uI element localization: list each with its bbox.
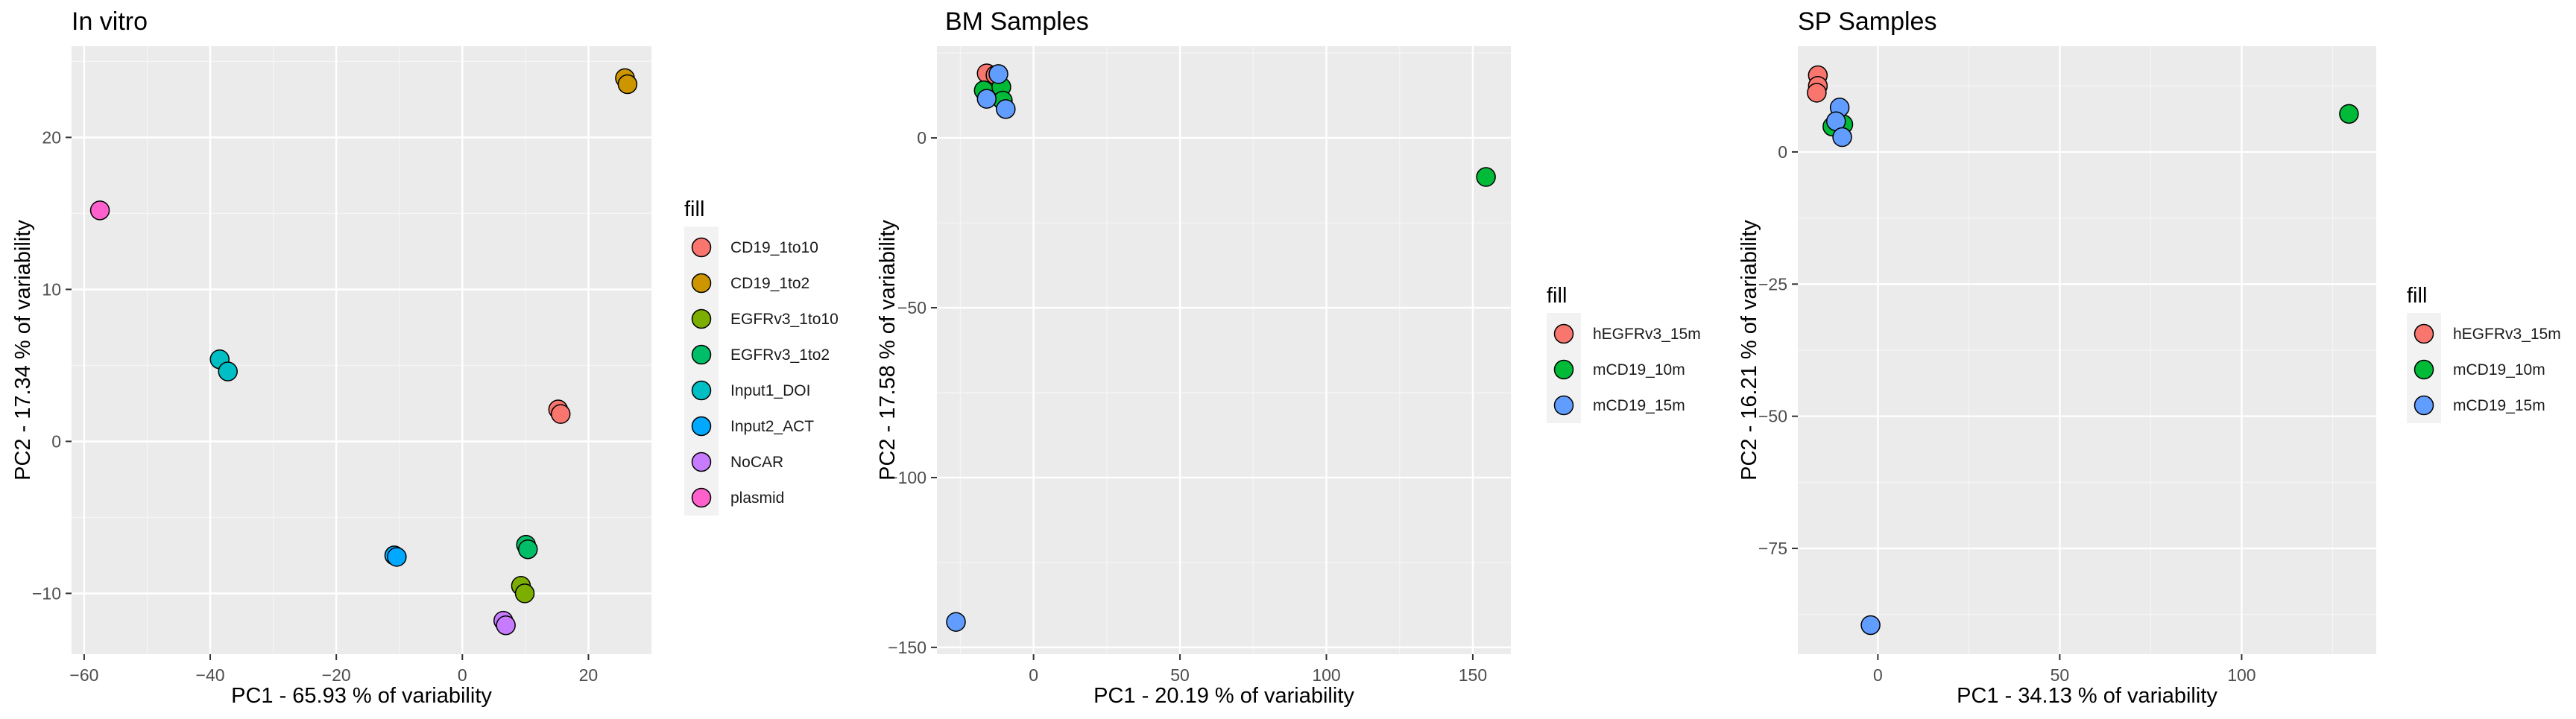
y-tick-label: 20 [42,127,61,147]
x-tick-label: 50 [1170,665,1190,685]
legend-key-mCD19_15m [1553,395,1574,416]
legend-key-mCD19_15m [2414,395,2434,416]
data-point-CD19_1to2 [617,74,638,95]
y-tick-label: −50 [897,298,926,317]
legend-key-EGFRv3_1to10 [691,308,712,329]
legend-key-hEGFRv3_15m [1553,323,1574,344]
chart-panel-1: In vitro −60 −40 −20 0 20 −10 0 10 20 PC1 - 65.93 … [11,7,839,708]
legend-key-plasmid [691,487,712,508]
legend-key-Input1_DOI [691,380,712,401]
x-tick-label: 20 [579,665,599,685]
y-tick-label: −10 [32,583,61,603]
x-tick-label: 100 [1312,665,1340,685]
y-tick-label: −75 [1758,539,1787,558]
y-axis-label: PC2 - 17.34 % of variability [11,220,35,481]
chart-title: SP Samples [1798,7,1936,36]
data-point-hEGFRv3_15m [1807,83,1827,103]
legend-key-background [684,227,719,516]
legend-item-label: mCD19_15m [2453,397,2545,414]
data-point-mCD19_15m [976,89,997,109]
legend-key-EGFRv3_1to2 [691,344,712,365]
y-tick-label: −100 [888,468,926,487]
y-tick-label: −50 [1758,407,1787,426]
data-point-mCD19_15m [996,99,1016,119]
legend-item-label: CD19_1to10 [730,239,818,256]
legend-item-label: mCD19_15m [1593,397,1685,414]
y-tick-label: 10 [42,279,61,299]
x-tick-label: 50 [2051,665,2070,685]
x-tick-label: 0 [1873,665,1883,685]
y-tick-label: 0 [51,431,61,451]
legend-key-CD19_1to2 [691,273,712,294]
legend-item-label: EGFRv3_1to2 [730,346,830,364]
legend-item-label: NoCAR [730,454,783,471]
legend-key-hEGFRv3_15m [2414,323,2434,344]
chart-title: BM Samples [945,7,1089,36]
data-point-Input1_DOI [218,361,238,381]
data-point-EGFRv3_1to2 [518,539,538,560]
legend: fill hEGFRv3_15m mCD19_10m mCD19_15m [2407,284,2561,423]
legend-title: fill [684,197,704,221]
legend-key-CD19_1to10 [691,237,712,258]
x-tick-label: −20 [322,665,351,685]
legend: fill hEGFRv3_15m mCD19_10m mCD19_15m [1547,284,1701,423]
legend-item-label: mCD19_10m [2453,361,2545,378]
plot-panel [72,46,651,654]
x-tick-label: 100 [2227,665,2255,685]
data-point-plasmid [89,200,110,221]
y-axis-label: PC2 - 16.21 % of variability [1737,220,1761,481]
legend-title: fill [1547,284,1567,308]
legend: fill CD19_1to10 CD19_1to2 EGFRv3_1to10 EGFRv… [684,197,839,516]
legend-item-label: Input2_ACT [730,418,814,435]
chart-title: In vitro [72,7,148,36]
plot-panel [937,46,1511,654]
y-tick-label: 0 [917,128,926,148]
y-axis-label: PC2 - 17.58 % of variability [876,220,900,481]
legend-item-label: hEGFRv3_15m [2453,326,2561,343]
data-point-mCD19_10m [2339,104,2359,124]
legend-key-Input2_ACT [691,416,712,437]
legend-item-label: mCD19_10m [1593,361,1685,378]
legend-item-label: Input1_DOI [730,382,810,399]
x-tick-label: −40 [196,665,225,685]
legend-item-label: CD19_1to2 [730,275,809,292]
data-point-CD19_1to10 [550,404,571,424]
legend-item-label: EGFRv3_1to10 [730,311,839,328]
data-point-mCD19_15m [988,64,1008,84]
legend-key-mCD19_10m [2414,359,2434,380]
chart-panel-3: SP Samples 0 50 100 −75 −50 −25 0 PC1 - 34.13 % … [1737,7,2561,708]
chart-panel-2: BM Samples 0 50 100 150 −150 −100 −50 0 PC1 - 20.… [876,7,1701,708]
legend-item-label: hEGFRv3_15m [1593,326,1701,343]
x-tick-label: −60 [69,665,98,685]
data-point-mCD19_15m [946,612,966,632]
x-axis-label: PC1 - 65.93 % of variability [231,684,492,708]
data-point-Input2_ACT [387,547,407,567]
legend-title: fill [2407,284,2427,308]
y-tick-label: −25 [1758,274,1787,294]
data-point-EGFRv3_1to10 [514,583,535,604]
data-point-mCD19_15m [1860,615,1881,636]
legend-key-NoCAR [691,452,712,472]
data-point-mCD19_10m [1476,167,1496,187]
data-point-mCD19_15m [1832,127,1852,148]
data-point-NoCAR [496,615,516,636]
x-tick-label: 0 [1029,665,1038,685]
x-axis-label: PC1 - 20.19 % of variability [1093,684,1354,708]
y-tick-label: −150 [888,638,926,657]
y-tick-label: 0 [1778,142,1787,162]
x-axis-label: PC1 - 34.13 % of variability [1957,684,2217,708]
legend-item-label: plasmid [730,490,784,507]
x-tick-label: 150 [1459,665,1487,685]
legend-key-mCD19_10m [1553,359,1574,380]
x-tick-label: 0 [458,665,467,685]
